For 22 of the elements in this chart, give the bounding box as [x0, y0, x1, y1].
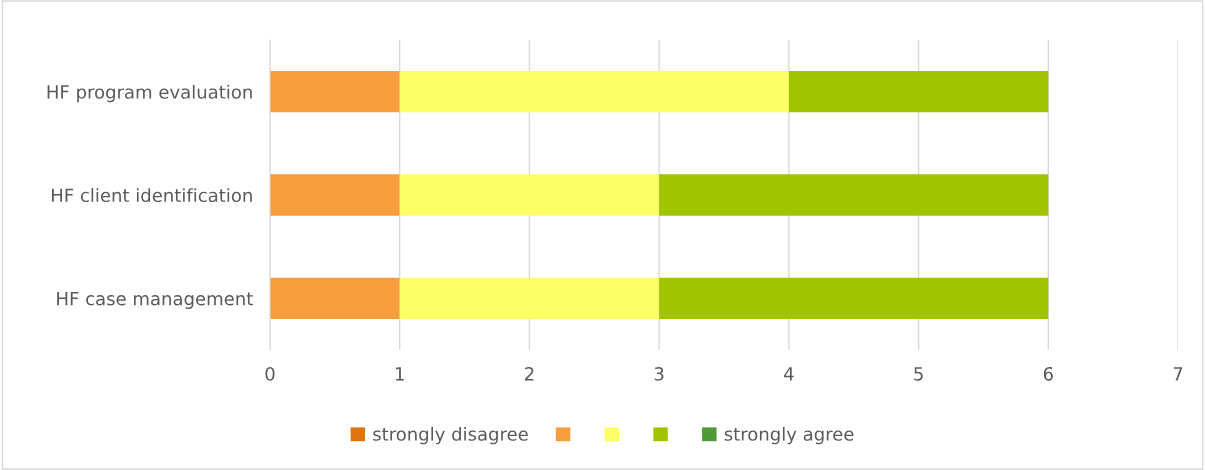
x-tick-label: 7 — [1173, 367, 1183, 381]
bar — [270, 71, 400, 113]
bar — [659, 277, 1049, 319]
x-tick-label: 6 — [1043, 366, 1053, 381]
y-tick-label: HF case management — [57, 292, 253, 309]
legend-label: strongly agree — [724, 426, 854, 445]
y-tick-label: HF client identification — [52, 188, 252, 203]
y-tick-label: HF program evaluation — [47, 84, 252, 103]
x-tick-label: 4 — [784, 367, 794, 381]
bar — [399, 174, 660, 216]
x-tick-label: 0 — [265, 366, 275, 381]
bar — [270, 277, 400, 319]
bar — [659, 174, 1049, 216]
legend-label: strongly disagree — [373, 426, 528, 445]
x-tick-label: 1 — [395, 367, 404, 381]
x-tick-label: 5 — [914, 367, 923, 381]
x-tick-label: 3 — [654, 366, 664, 381]
bar — [399, 71, 789, 113]
bar — [399, 277, 660, 319]
bar — [788, 71, 1049, 113]
bar — [270, 174, 400, 216]
x-tick-label: 2 — [525, 366, 534, 381]
